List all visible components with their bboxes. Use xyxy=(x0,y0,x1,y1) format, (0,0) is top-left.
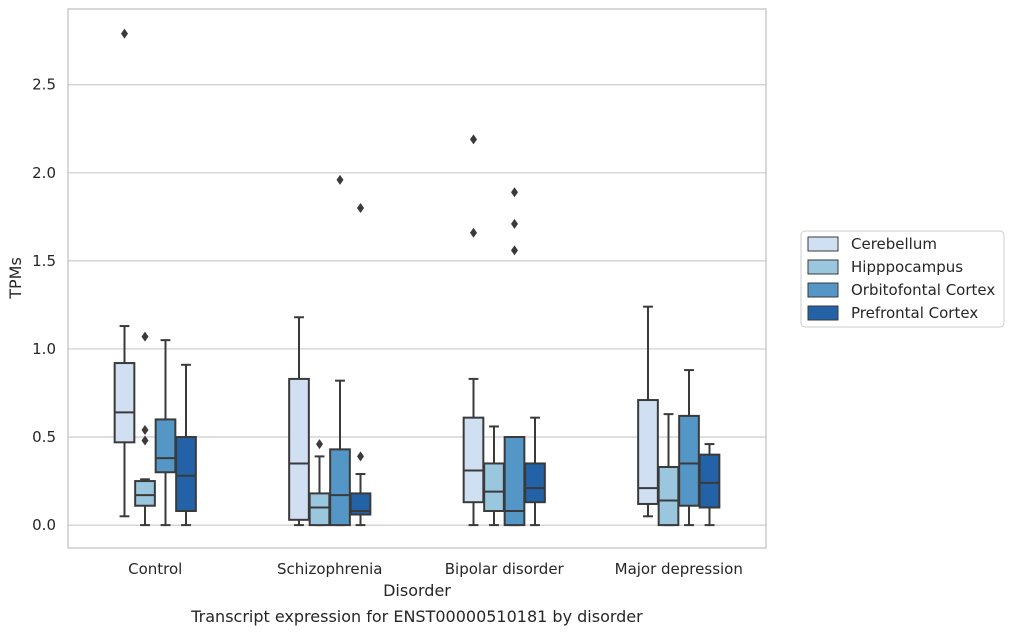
outlier-point xyxy=(141,331,149,342)
x-tick-label: Bipolar disorder xyxy=(445,560,565,578)
y-tick-label: 1.5 xyxy=(32,252,56,270)
box-body xyxy=(698,453,721,509)
y-tick-labels: 0.0 0.5 1.0 1.5 2.0 2.5 xyxy=(32,76,56,534)
outlier-point xyxy=(357,451,365,462)
box-orbitofontal-cortex-1 xyxy=(329,174,351,527)
box-body xyxy=(329,448,351,527)
outlier-point xyxy=(511,245,519,256)
outlier-point xyxy=(469,134,477,145)
y-axis-label: TPMs xyxy=(6,257,25,300)
box-prefrontal-cortex-0 xyxy=(175,363,197,527)
x-tick-label: Schizophrenia xyxy=(277,560,382,578)
box-layer xyxy=(113,28,721,527)
box-body xyxy=(637,399,659,505)
box-body xyxy=(678,414,700,507)
outlier-point xyxy=(336,174,344,185)
box-body xyxy=(524,462,546,504)
chart-caption: Transcript expression for ENST0000051018… xyxy=(190,607,643,626)
outlier-point xyxy=(357,203,365,214)
plot-frame xyxy=(67,8,767,549)
box-cerebellum-1 xyxy=(288,316,310,527)
box-body xyxy=(308,492,331,527)
box-cerebellum-0 xyxy=(113,28,136,518)
box-prefrontal-cortex-3 xyxy=(698,443,721,527)
box-body xyxy=(657,465,680,527)
x-tick-label: Major depression xyxy=(615,560,743,578)
y-tick-label: 0.0 xyxy=(32,516,56,534)
box-orbitofontal-cortex-2 xyxy=(503,187,526,527)
x-tick-label: Control xyxy=(128,560,182,578)
y-tick-label: 2.0 xyxy=(32,164,56,182)
legend-swatch xyxy=(807,305,839,321)
box-body xyxy=(175,436,197,513)
y-tick-label: 2.5 xyxy=(32,76,56,94)
box-body xyxy=(462,416,485,504)
x-tick-labels: Control Schizophrenia Bipolar disorder Majo… xyxy=(128,560,743,578)
box-body xyxy=(113,362,136,444)
x-axis-label: Disorder xyxy=(383,581,451,600)
legend-swatch xyxy=(807,259,839,275)
outlier-point xyxy=(469,227,477,238)
box-body xyxy=(154,418,177,474)
outlier-point xyxy=(511,187,519,198)
box-cerebellum-3 xyxy=(637,305,659,518)
box-prefrontal-cortex-1 xyxy=(349,203,372,527)
box-orbitofontal-cortex-3 xyxy=(678,369,700,527)
legend-label: Prefrontal Cortex xyxy=(851,304,978,322)
y-tick-label: 1.0 xyxy=(32,340,56,358)
legend-label: Orbitofontal Cortex xyxy=(851,281,995,299)
legend: Cerebellum Hipppocampus Orbitofontal Corte… xyxy=(800,230,1005,328)
outlier-point xyxy=(141,435,149,446)
box-body xyxy=(483,462,505,513)
legend-label: Cerebellum xyxy=(851,235,937,253)
box-body xyxy=(349,492,372,516)
box-prefrontal-cortex-2 xyxy=(524,416,546,527)
legend-label: Hipppocampus xyxy=(851,258,963,276)
legend-swatch xyxy=(807,236,839,252)
box-cerebellum-2 xyxy=(462,134,485,527)
box-body xyxy=(134,480,156,507)
outlier-point xyxy=(315,439,323,450)
box-hipppocampus-0 xyxy=(134,331,156,527)
box-body xyxy=(288,377,310,521)
outlier-point xyxy=(120,28,128,39)
legend-frame xyxy=(800,230,1005,328)
outlier-point xyxy=(141,424,149,435)
legend-swatch xyxy=(807,282,839,298)
outlier-point xyxy=(511,218,519,229)
y-tick-label: 0.5 xyxy=(32,428,56,446)
